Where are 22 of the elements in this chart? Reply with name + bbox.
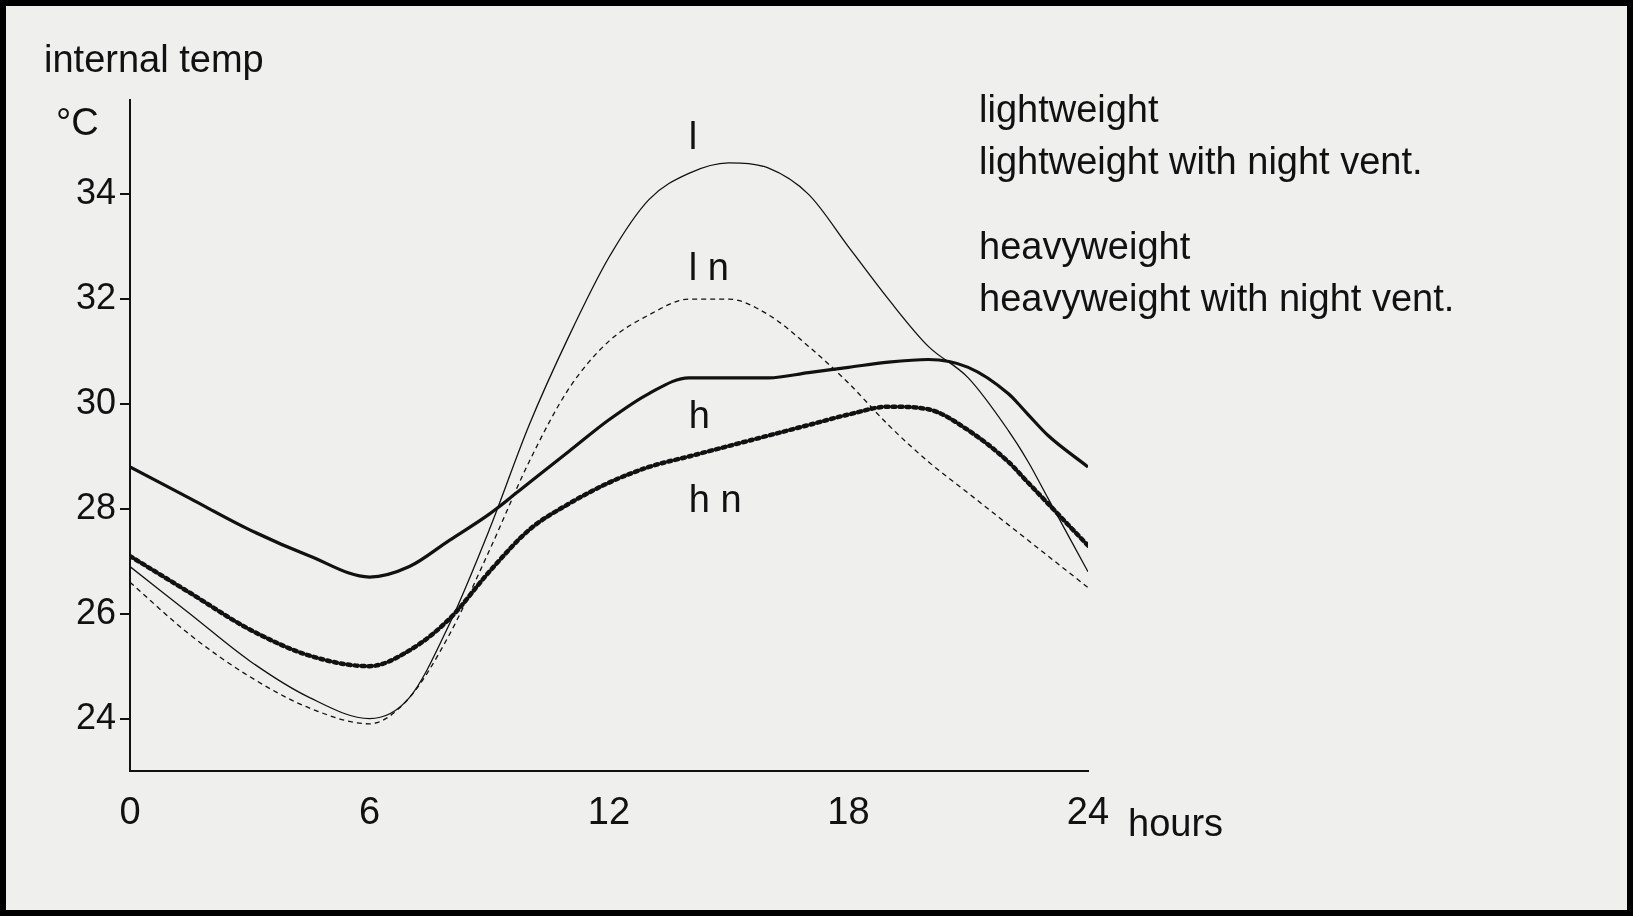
y-tick-label: 32: [75, 276, 116, 318]
x-tick-label: 24: [1066, 790, 1110, 833]
y-tick-label: 34: [75, 171, 116, 213]
x-axis-title: hours: [1128, 802, 1224, 844]
x-tick-label: 12: [587, 790, 631, 833]
x-tick-label: 0: [119, 790, 141, 833]
series-label: l n: [688, 245, 729, 288]
annotation: lightweight with night vent.: [979, 140, 1423, 182]
annotation: lightweight: [979, 88, 1159, 130]
y-tick-label: 26: [75, 590, 116, 632]
series-label: l: [688, 114, 698, 157]
annotation: heavyweight: [979, 225, 1191, 267]
y-tick-label: 24: [75, 695, 116, 737]
x-tick-label: 18: [827, 790, 870, 833]
y-tick-label: 28: [75, 485, 116, 527]
series-label: h n: [688, 477, 742, 520]
annotation: heavyweight with night vent.: [979, 277, 1455, 319]
x-tick-label: 6: [358, 790, 381, 833]
y-tick-label: 30: [75, 380, 116, 422]
series-label: h: [688, 394, 710, 437]
y-axis-title: internal temp: [44, 38, 264, 80]
text: °C: [56, 101, 99, 143]
